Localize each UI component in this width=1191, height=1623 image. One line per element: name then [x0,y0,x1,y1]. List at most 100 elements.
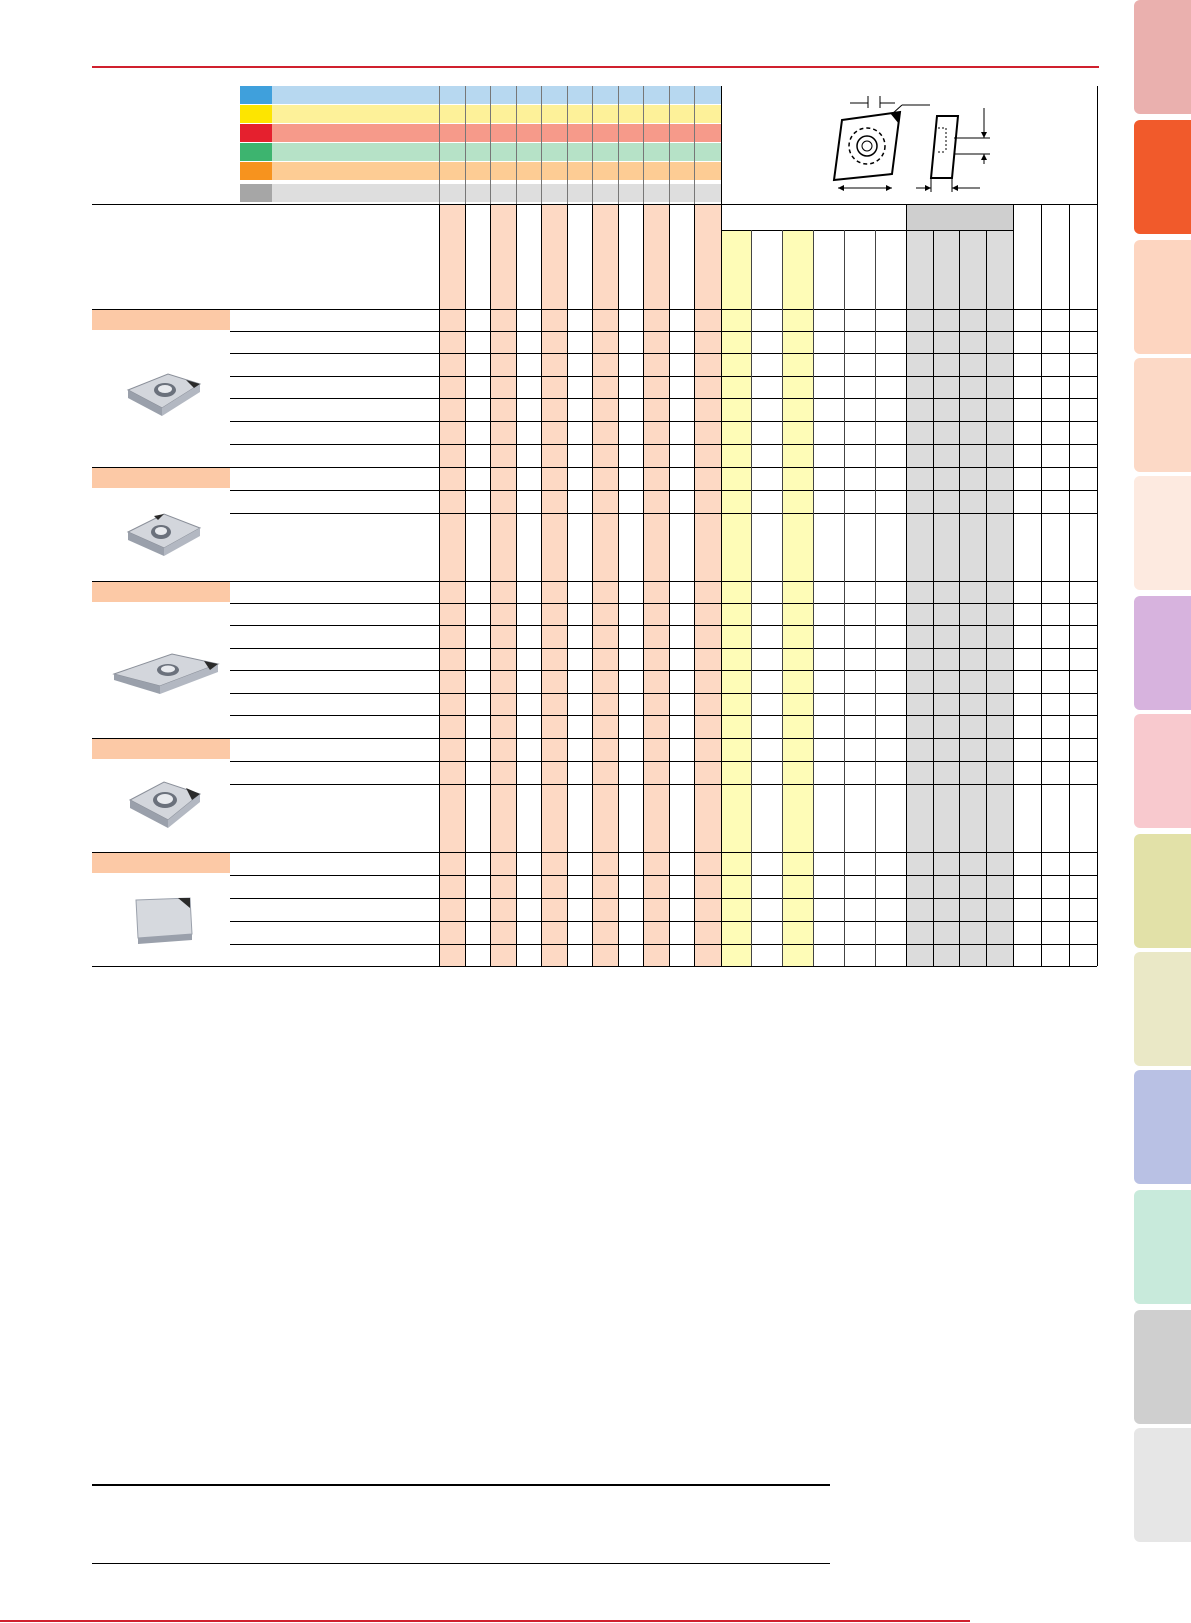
column-divider [721,204,722,966]
column-divider [567,204,568,966]
row-rule [230,921,1097,922]
column-divider [1013,204,1014,966]
column-divider [618,204,619,966]
material-swatch-k [240,124,272,142]
row-rule [230,603,1097,604]
column-divider [933,230,934,966]
legend-column-divider [618,86,619,204]
section-tab [1134,0,1191,114]
table-top-rule [92,204,1097,205]
grey-column-header [906,204,1013,230]
footer-rule [0,1620,970,1622]
column-divider [669,204,670,966]
material-band-s [272,162,721,180]
row-rule [230,376,1097,377]
group-header-bar [92,467,230,488]
column-divider [541,204,542,966]
row-rule [230,693,1097,694]
highlight-column-stripe [721,230,751,966]
column-divider [516,204,517,966]
group-rule [92,581,1097,582]
section-tab [1134,596,1191,710]
legend-column-divider [669,86,670,204]
column-divider [875,230,876,966]
section-tab [1134,358,1191,472]
square-insert-icon [135,897,193,944]
row-rule [230,421,1097,422]
column-divider [959,230,960,966]
row-rule [230,353,1097,354]
row-rule [230,944,1097,945]
section-tab [1134,714,1191,828]
column-divider [986,230,987,966]
section-tab [1134,1310,1191,1424]
column-divider [1069,204,1070,966]
subheader-rule [721,230,1013,231]
diagram-right-border [1097,86,1098,204]
column-divider [1097,204,1098,966]
row-rule [230,625,1097,626]
row-rule [230,875,1097,876]
header-rule [92,66,1099,68]
material-band-p [272,86,721,104]
column-divider [694,204,695,966]
column-divider [592,204,593,966]
sharp-rhombic-insert-icon [112,653,220,694]
section-tab [1134,120,1191,234]
row-rule [230,898,1097,899]
row-rule [230,670,1097,671]
legend-column-divider [694,86,695,204]
notes-top-rule [92,1484,830,1486]
rhombic-insert-icon [126,373,202,416]
insert-dimension-diagram [832,96,990,192]
legend-right-border [721,86,722,204]
group-header-bar [92,852,230,873]
section-tab [1134,1428,1191,1542]
section-tab [1134,240,1191,354]
material-swatch-h [240,184,272,202]
group-header-bar [92,581,230,602]
column-divider [782,230,783,966]
table-bottom-rule [92,966,1097,967]
column-divider [906,204,907,966]
group-rule [92,738,1097,739]
column-divider [643,204,644,966]
row-rule [230,398,1097,399]
legend-column-divider [490,86,491,204]
material-band-m [272,105,721,123]
legend-column-divider [439,86,440,204]
material-band-k [272,124,721,142]
group-rule [92,309,1097,310]
section-tab [1134,1070,1191,1184]
material-swatch-s [240,162,272,180]
section-tab [1134,952,1191,1066]
material-swatch-p [240,86,272,104]
row-rule [230,444,1097,445]
material-band-n [272,143,721,161]
legend-column-divider [592,86,593,204]
column-divider [1041,204,1042,966]
column-divider [751,230,752,966]
column-divider [439,204,440,966]
section-tab [1134,476,1191,590]
highlight-column-stripe [782,230,813,966]
material-band-h [272,184,721,202]
row-rule [230,784,1097,785]
group-rule [92,852,1097,853]
section-tab [1134,1190,1191,1304]
legend-column-divider [516,86,517,204]
row-rule [230,648,1097,649]
material-swatch-n [240,143,272,161]
row-rule [230,513,1097,514]
group-header-bar [92,309,230,330]
row-rule [230,761,1097,762]
legend-column-divider [643,86,644,204]
group-rule [92,467,1097,468]
notes-bottom-rule [92,1563,830,1564]
column-divider [844,230,845,966]
legend-column-divider [465,86,466,204]
rhombic-insert-icon [126,513,202,556]
row-rule [230,490,1097,491]
row-rule [230,331,1097,332]
section-tab [1134,834,1191,948]
